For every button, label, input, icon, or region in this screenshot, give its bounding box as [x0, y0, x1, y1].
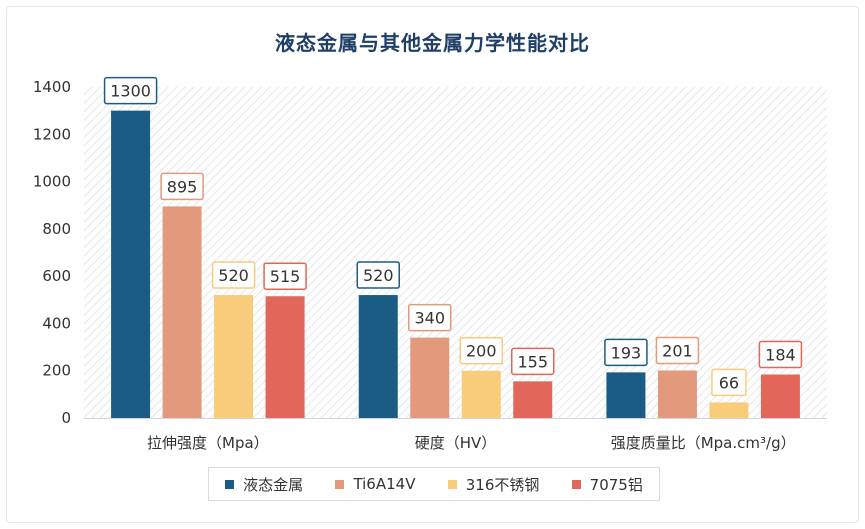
data-label: 184 — [765, 345, 796, 364]
legend-swatch — [225, 479, 235, 489]
data-label: 515 — [270, 267, 301, 286]
data-label-box — [408, 303, 452, 332]
data-label-box — [655, 336, 700, 365]
bar — [358, 295, 398, 418]
bar — [162, 206, 202, 418]
data-label: 66 — [719, 373, 739, 392]
x-category-label: 拉伸强度（Mpa） — [147, 434, 269, 452]
y-tick-label: 1200 — [33, 125, 71, 143]
y-tick-label: 1000 — [33, 173, 71, 191]
bar — [265, 296, 305, 418]
bar — [606, 372, 646, 418]
plot-area-background — [84, 87, 827, 418]
y-tick-label: 0 — [61, 409, 71, 427]
y-tick-label: 600 — [42, 267, 71, 285]
bar — [461, 370, 501, 418]
data-label: 193 — [611, 343, 642, 362]
data-label-box — [211, 261, 256, 289]
bar — [709, 402, 749, 418]
y-tick-label: 400 — [42, 314, 71, 332]
data-label-box — [758, 340, 803, 369]
data-label-box — [263, 262, 307, 290]
data-label: 1300 — [110, 82, 151, 101]
bar — [760, 374, 800, 418]
y-tick-label: 200 — [42, 362, 71, 380]
data-label: 200 — [466, 342, 497, 361]
data-label: 340 — [414, 309, 445, 328]
data-label: 895 — [167, 177, 198, 196]
legend-item: Ti6A14V — [335, 475, 415, 493]
legend-label: 7075铝 — [589, 475, 643, 494]
data-label: 520 — [218, 266, 249, 285]
data-label: 155 — [517, 352, 548, 371]
data-label-box — [160, 172, 204, 201]
legend-swatch — [571, 479, 581, 489]
data-label-box — [711, 368, 747, 397]
legend-swatch — [335, 479, 345, 489]
data-label-box — [604, 338, 648, 367]
data-label-box — [103, 76, 158, 105]
legend-swatch — [447, 479, 457, 489]
bar — [513, 381, 553, 418]
data-label-box — [511, 347, 555, 376]
y-tick-label: 1400 — [33, 78, 71, 96]
data-label: 201 — [662, 341, 693, 360]
x-category-label: 硬度（HV） — [415, 434, 497, 452]
x-category-label: 强度质量比（Mpa.cm³/g） — [611, 434, 796, 452]
bar — [214, 295, 254, 418]
legend-item: 7075铝 — [571, 474, 643, 495]
legend: 液态金属 Ti6A14V 316不锈钢 7075铝 — [208, 467, 660, 501]
legend-label: 316不锈钢 — [465, 475, 540, 494]
legend-label: Ti6A14V — [353, 475, 416, 493]
data-label-box — [459, 336, 503, 365]
legend-label: 液态金属 — [243, 475, 304, 494]
legend-item: 液态金属 — [225, 474, 303, 495]
y-tick-label: 800 — [42, 220, 71, 238]
bar — [657, 370, 697, 418]
legend-item: 316不锈钢 — [447, 474, 540, 495]
data-label: 520 — [363, 266, 394, 285]
bar — [111, 110, 151, 419]
bar — [410, 337, 450, 418]
data-label-box — [356, 261, 400, 289]
chart-title: 液态金属与其他金属力学性能对比 — [275, 31, 590, 55]
